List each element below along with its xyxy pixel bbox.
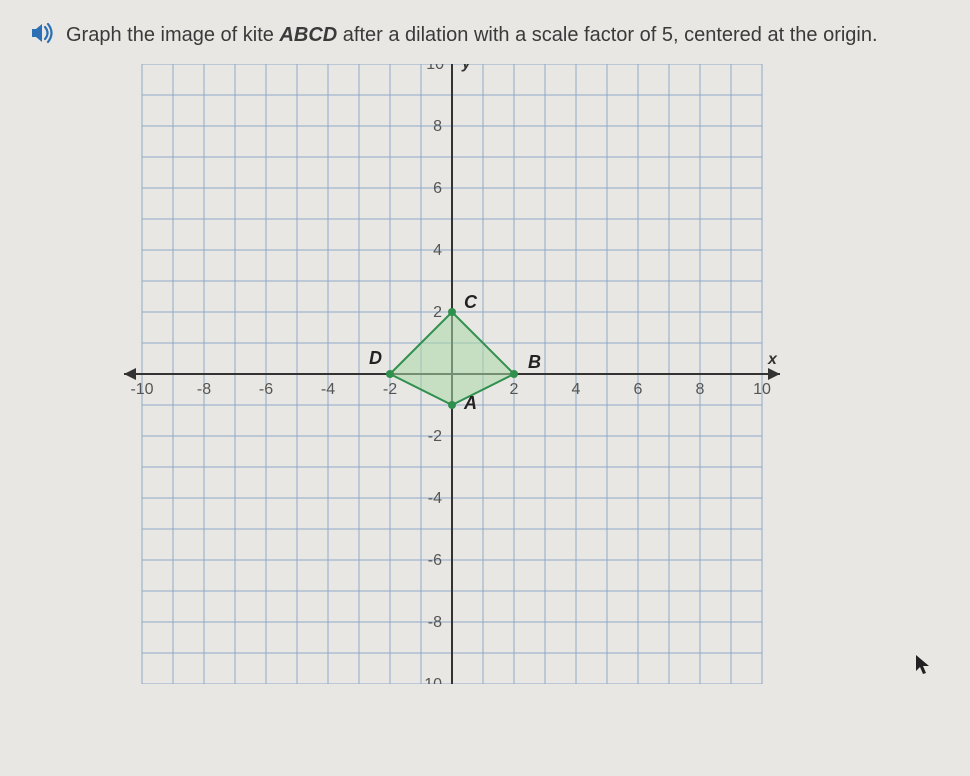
vertex-label-b: B xyxy=(528,352,541,372)
kite-shape[interactable] xyxy=(390,312,514,405)
vertex-a[interactable] xyxy=(448,401,456,409)
x-tick-label: 4 xyxy=(572,381,581,398)
x-tick-label: -6 xyxy=(259,381,273,398)
vertex-d[interactable] xyxy=(386,370,394,378)
question-suffix: after a dilation with a scale factor of … xyxy=(337,24,877,46)
x-tick-label: -10 xyxy=(130,381,153,398)
cursor-icon xyxy=(914,653,932,680)
x-axis-label: x xyxy=(767,351,778,368)
y-tick-label: 8 xyxy=(433,118,442,135)
y-tick-label: -8 xyxy=(428,614,442,631)
y-tick-label: -2 xyxy=(428,428,442,445)
audio-icon[interactable] xyxy=(30,22,56,49)
coordinate-graph[interactable]: -10 -8 -6 -4 -2 2 4 6 8 10 10 8 6 4 2 -2 -4 -6 -8 -10 x y A B C D xyxy=(100,64,800,684)
x-tick-label: 2 xyxy=(510,381,519,398)
x-tick-label: 10 xyxy=(753,381,771,398)
vertex-label-c: C xyxy=(464,292,478,312)
y-tick-label: 10 xyxy=(426,64,444,73)
x-tick-label: 6 xyxy=(634,381,643,398)
x-tick-label: -8 xyxy=(197,381,211,398)
y-tick-label: 4 xyxy=(433,242,442,259)
y-tick-label: -4 xyxy=(428,490,442,507)
y-axis-label: y xyxy=(461,64,472,72)
question-text: Graph the image of kite ABCD after a dil… xyxy=(66,20,878,50)
x-axis-arrow-right xyxy=(768,368,780,380)
x-tick-label: 8 xyxy=(696,381,705,398)
graph-container: -10 -8 -6 -4 -2 2 4 6 8 10 10 8 6 4 2 -2 -4 -6 -8 -10 x y A B C D xyxy=(100,64,940,684)
x-tick-label: -2 xyxy=(383,381,397,398)
vertex-label-a: A xyxy=(463,393,477,413)
vertex-label-d: D xyxy=(369,348,382,368)
y-tick-label: 6 xyxy=(433,180,442,197)
y-tick-label: -10 xyxy=(419,676,442,684)
question-prefix: Graph the image of kite xyxy=(66,24,279,46)
vertex-c[interactable] xyxy=(448,308,456,316)
y-tick-label: -6 xyxy=(428,552,442,569)
kite-name: ABCD xyxy=(279,24,337,46)
vertex-b[interactable] xyxy=(510,370,518,378)
question-row: Graph the image of kite ABCD after a dil… xyxy=(30,20,940,50)
y-tick-label: 2 xyxy=(433,304,442,321)
x-tick-label: -4 xyxy=(321,381,335,398)
x-axis-arrow-left xyxy=(124,368,136,380)
